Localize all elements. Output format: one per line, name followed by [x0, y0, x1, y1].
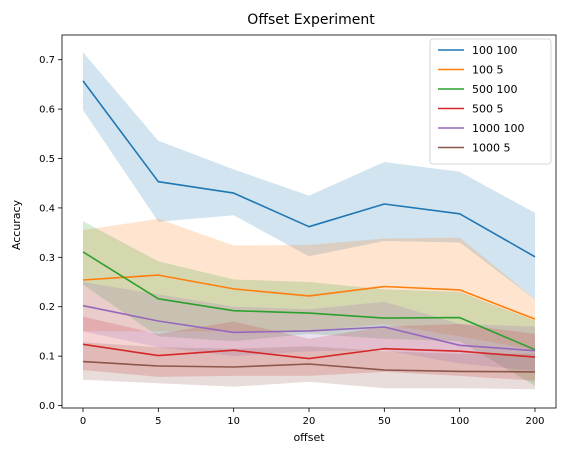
series-line-0	[82, 80, 536, 258]
legend-label-5: 1000 5	[472, 142, 511, 155]
x-axis: 0 5 10 20 50 100 200	[80, 408, 545, 427]
y-tick-label: 0.2	[39, 302, 55, 313]
x-tick-label: 5	[155, 416, 161, 427]
band-3	[83, 316, 535, 381]
x-tick-label: 50	[378, 416, 391, 427]
legend-label-4: 1000 100	[472, 122, 525, 135]
series-line-3	[82, 343, 536, 360]
legend-label-1: 100 5	[472, 64, 504, 77]
x-tick-label: 20	[303, 416, 316, 427]
series-line-4	[82, 304, 536, 352]
y-tick-label: 0.7	[39, 55, 55, 66]
band-0	[83, 52, 535, 300]
x-tick-label: 100	[450, 416, 469, 427]
series-lines	[82, 80, 536, 373]
chart-title: Offset Experiment	[247, 12, 375, 28]
legend-label-3: 500 5	[472, 103, 504, 116]
x-axis-label: offset	[293, 431, 325, 444]
series-line-5	[82, 360, 536, 373]
y-tick-label: 0.3	[39, 253, 55, 264]
y-tick-label: 0.5	[39, 154, 55, 165]
band-5	[83, 342, 535, 390]
x-tick-label: 0	[80, 416, 86, 427]
series-line-1	[82, 274, 536, 320]
y-tick-label: 0.4	[39, 203, 55, 214]
y-axis-label: Accuracy	[10, 199, 23, 250]
series-line-2	[82, 251, 536, 351]
y-axis: 0.0 0.1 0.2 0.3 0.4 0.5 0.6 0.7	[39, 55, 62, 412]
legend-label-0: 100 100	[472, 44, 518, 57]
legend: 100 100 100 5 500 100 500 5 1000 100 1000 5	[429, 38, 552, 165]
legend-label-2: 500 100	[472, 83, 518, 96]
y-tick-label: 0.6	[39, 105, 55, 116]
y-tick-label: 0.1	[39, 352, 55, 363]
band-2	[83, 221, 535, 386]
x-tick-label: 200	[525, 416, 544, 427]
y-tick-label: 0.0	[39, 401, 55, 412]
x-tick-label: 10	[227, 416, 240, 427]
